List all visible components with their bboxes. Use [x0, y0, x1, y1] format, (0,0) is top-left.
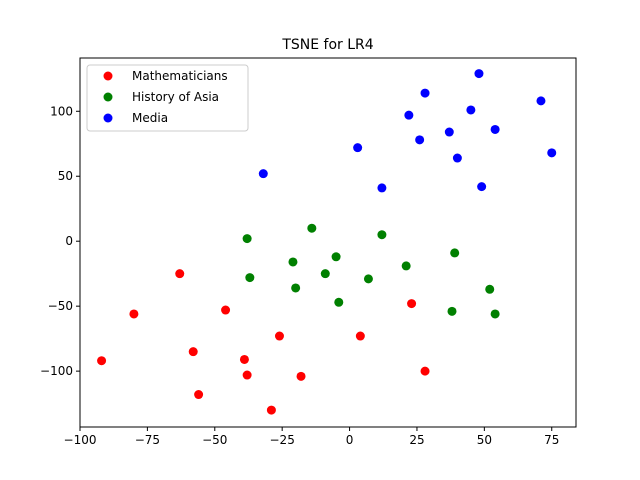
points-layer	[97, 69, 557, 415]
x-tick-label: 0	[346, 433, 354, 447]
point-0-7	[242, 370, 252, 380]
point-0-13	[420, 366, 430, 376]
point-1-0	[242, 234, 252, 244]
point-0-3	[97, 356, 107, 366]
x-tick-label: −75	[135, 433, 160, 447]
point-2-12	[536, 96, 546, 106]
point-0-6	[239, 354, 249, 364]
point-2-7	[452, 153, 462, 163]
point-1-7	[334, 297, 344, 307]
point-1-13	[485, 284, 495, 294]
y-axis: −100 −50 0 50 100	[40, 104, 80, 378]
point-0-4	[188, 347, 198, 357]
x-tick-label: 50	[477, 433, 492, 447]
point-1-3	[291, 283, 301, 293]
point-0-9	[266, 405, 276, 415]
point-2-1	[353, 143, 363, 153]
point-2-2	[377, 183, 387, 193]
point-1-6	[331, 252, 341, 262]
point-1-8	[363, 274, 373, 284]
point-1-12	[447, 306, 457, 316]
point-0-0	[175, 269, 185, 279]
point-2-3	[404, 110, 414, 120]
y-tick-label: 50	[58, 169, 73, 183]
legend-marker	[103, 113, 113, 123]
point-1-2	[288, 257, 298, 267]
legend-box	[86, 64, 249, 132]
point-1-5	[320, 269, 330, 279]
y-tick-label: −100	[40, 364, 73, 378]
y-tick-label: −50	[48, 299, 73, 313]
point-0-5	[194, 390, 204, 400]
point-2-8	[466, 105, 476, 115]
point-2-11	[490, 124, 500, 134]
point-2-10	[477, 182, 487, 192]
x-tick-label: 25	[409, 433, 424, 447]
legend-label: Mathematicians	[132, 69, 228, 83]
point-2-4	[415, 135, 425, 145]
x-axis: −100 −75 −50 −25 0 25 50 75	[64, 427, 559, 447]
point-1-9	[377, 230, 387, 240]
x-tick-label: −50	[202, 433, 227, 447]
legend-label: History of Asia	[132, 90, 219, 104]
point-0-10	[296, 371, 306, 381]
x-tick-label: −100	[64, 433, 97, 447]
point-2-6	[444, 127, 454, 137]
legend-label: Media	[132, 111, 168, 125]
point-0-2	[221, 305, 231, 315]
point-2-9	[474, 69, 484, 79]
point-0-1	[129, 309, 139, 319]
legend-marker	[103, 92, 113, 102]
point-2-13	[547, 148, 557, 158]
plot-frame	[79, 57, 577, 428]
point-1-1	[245, 273, 255, 283]
point-0-8	[274, 331, 284, 341]
point-1-14	[490, 309, 500, 319]
legend: Mathematicians History of Asia Media	[86, 64, 249, 132]
point-0-11	[355, 331, 365, 341]
legend-marker	[103, 71, 113, 81]
point-0-12	[407, 299, 417, 309]
x-tick-label: 75	[544, 433, 559, 447]
point-1-10	[401, 261, 411, 271]
chart-title: TSNE for LR4	[281, 37, 373, 53]
point-1-11	[450, 248, 460, 258]
point-2-0	[258, 169, 268, 179]
point-1-4	[307, 223, 317, 233]
y-tick-label: 0	[65, 234, 73, 248]
x-tick-label: −25	[270, 433, 295, 447]
y-tick-label: 100	[50, 104, 73, 118]
point-2-5	[420, 88, 430, 98]
